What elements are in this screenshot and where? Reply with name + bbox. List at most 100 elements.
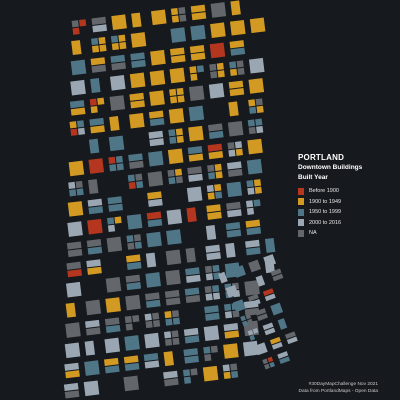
building-footprint	[230, 47, 246, 56]
building-footprint	[130, 52, 145, 61]
building-footprint	[170, 54, 186, 64]
building-footprint	[129, 112, 145, 129]
building-footprint	[86, 259, 101, 268]
building-footprint	[262, 322, 274, 331]
building-footprint	[206, 184, 214, 193]
building-footprint	[249, 298, 261, 307]
legend-item-before-1900: Before 1900	[298, 186, 341, 197]
building-footprint	[145, 320, 153, 329]
building-footprint	[67, 269, 82, 278]
building-footprint	[185, 247, 196, 263]
building-footprint	[84, 340, 96, 356]
building-footprint	[204, 265, 213, 273]
building-footprint	[228, 80, 244, 89]
building-footprint	[107, 224, 116, 233]
building-footprint	[229, 68, 238, 76]
building-footprint	[87, 246, 103, 255]
building-footprint	[190, 4, 206, 13]
building-footprint	[185, 267, 200, 276]
building-footprint	[246, 207, 255, 215]
building-footprint	[204, 305, 219, 314]
building-footprint	[253, 199, 261, 207]
building-footprint	[223, 343, 239, 359]
building-footprint	[104, 317, 120, 326]
building-footprint	[248, 126, 256, 135]
building-footprint	[215, 171, 223, 179]
building-footprint	[245, 239, 260, 248]
building-footprint	[165, 249, 182, 266]
building-footprint	[114, 216, 122, 224]
building-footprint	[79, 19, 87, 27]
building-footprint	[148, 198, 163, 207]
building-footprint	[169, 67, 186, 84]
building-footprint	[128, 181, 136, 190]
building-footprint	[183, 376, 192, 384]
building-footprint	[178, 7, 186, 15]
building-footprint	[247, 318, 253, 325]
building-footprint	[126, 261, 142, 270]
legend-label: Before 1900	[309, 188, 339, 195]
building-footprint	[244, 307, 260, 316]
building-footprint	[257, 313, 269, 321]
building-footprint	[136, 181, 144, 189]
building-footprint	[284, 331, 296, 340]
building-footprint	[143, 352, 159, 362]
building-footprint	[168, 108, 185, 124]
building-footprint	[205, 225, 217, 241]
building-footprint	[205, 312, 220, 321]
building-footprint	[129, 160, 144, 169]
building-footprint	[286, 336, 298, 345]
building-footprint	[230, 0, 241, 16]
building-footprint	[185, 294, 201, 304]
building-footprint	[64, 390, 80, 399]
building-footprint	[189, 66, 197, 74]
building-footprint	[134, 241, 142, 249]
building-footprint	[90, 125, 105, 134]
building-footprint	[148, 130, 164, 139]
building-footprint	[236, 60, 244, 68]
building-footprint	[70, 107, 86, 116]
building-footprint	[246, 158, 263, 175]
legend-item-2000-2016: 2000 to 2016	[298, 218, 341, 229]
building-footprint	[85, 299, 102, 316]
building-footprint	[65, 302, 77, 318]
building-footprint	[110, 54, 126, 63]
building-footprint	[225, 242, 236, 258]
building-footprint	[166, 209, 183, 225]
building-footprint	[270, 268, 282, 277]
building-footprint	[210, 22, 226, 38]
building-footprint	[165, 318, 173, 326]
building-footprint	[76, 120, 85, 128]
building-footprint	[204, 285, 212, 294]
building-footprint	[209, 63, 217, 71]
building-footprint	[148, 110, 164, 119]
building-footprint	[126, 282, 142, 291]
building-footprint	[169, 47, 185, 56]
building-footprint	[167, 169, 175, 177]
building-footprint	[245, 200, 254, 208]
legend-swatch	[298, 187, 304, 195]
building-footprint	[255, 275, 266, 287]
building-footprint	[147, 218, 163, 228]
building-footprint	[184, 355, 199, 364]
building-footprint	[91, 37, 99, 46]
building-footprint	[246, 226, 262, 236]
building-footprint	[208, 172, 216, 180]
building-footprint	[262, 288, 274, 296]
building-footprint	[76, 188, 84, 196]
building-footprint	[88, 206, 104, 215]
building-footprint	[234, 141, 243, 149]
building-footprint	[90, 105, 98, 114]
building-footprint	[206, 252, 221, 261]
building-footprint	[216, 62, 224, 71]
building-footprint	[111, 14, 127, 30]
building-footprint	[235, 148, 244, 156]
building-footprint	[86, 239, 102, 248]
building-footprint	[227, 209, 242, 218]
building-footprint	[165, 269, 181, 286]
building-footprint	[109, 116, 120, 131]
building-footprint	[124, 335, 140, 351]
legend-swatch	[298, 229, 304, 237]
building-footprint	[176, 135, 184, 143]
